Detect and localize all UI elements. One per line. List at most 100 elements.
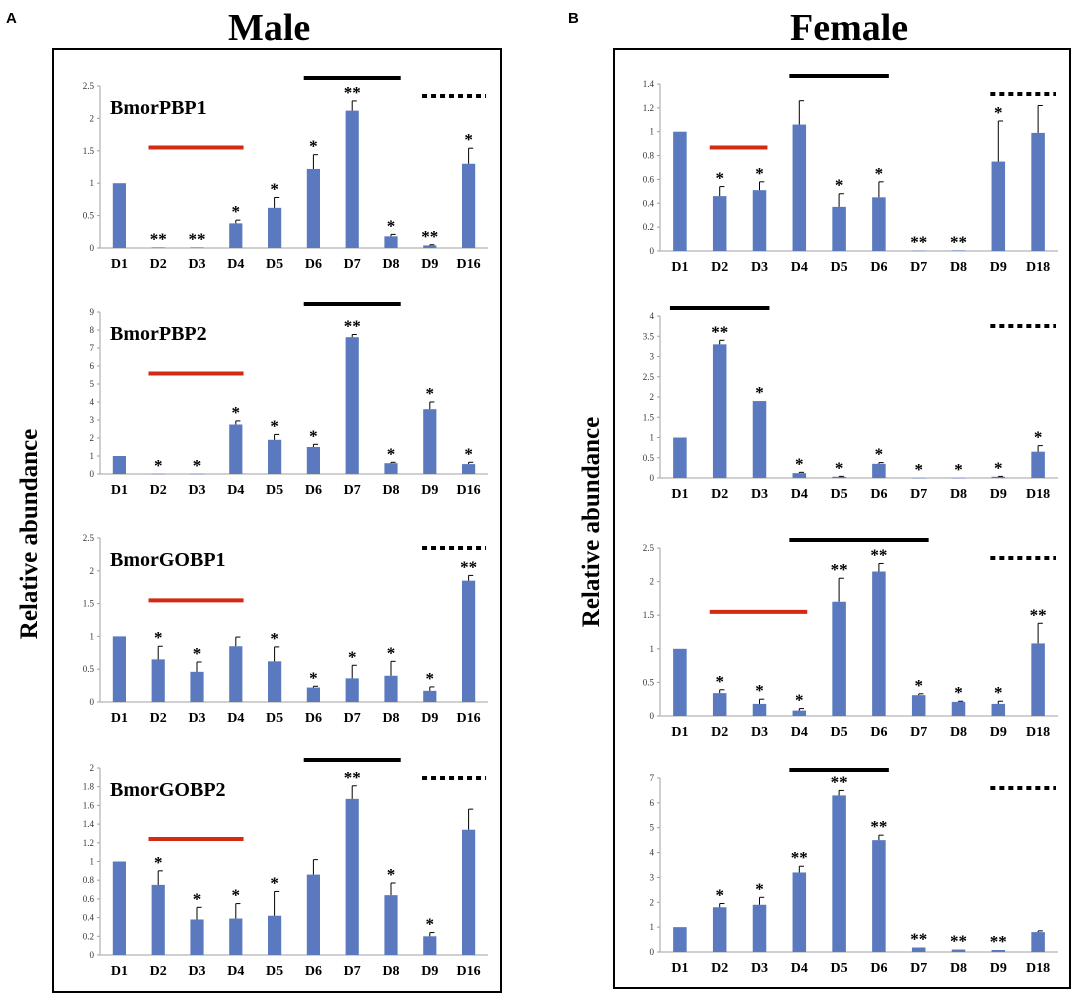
- bar-D18: [1031, 451, 1045, 478]
- bar-D18: [1031, 132, 1045, 251]
- y-tick-label: 1.5: [83, 599, 95, 609]
- y-tick-label: 3.5: [643, 331, 655, 341]
- bar-D5: [268, 439, 282, 474]
- x-tick-label-D5: D5: [831, 961, 848, 976]
- y-tick-label: 1: [650, 127, 655, 137]
- bar-D6: [872, 197, 886, 251]
- y-tick-label: 0: [650, 473, 655, 483]
- bar-D1: [112, 636, 126, 702]
- bar-D2: [151, 884, 165, 955]
- significance-marker: **: [950, 232, 967, 251]
- significance-marker: *: [755, 164, 764, 183]
- x-tick-label-D7: D7: [910, 725, 927, 740]
- male-panel-frame: [52, 48, 502, 993]
- x-tick-label-D2: D2: [711, 725, 728, 740]
- significance-marker: *: [309, 137, 318, 156]
- y-tick-label: 2.5: [643, 372, 655, 382]
- bar-D3: [190, 671, 204, 702]
- bar-D4: [792, 872, 807, 952]
- y-tick-label: 0.5: [83, 664, 95, 674]
- y-tick-label: 4: [650, 311, 655, 321]
- x-tick-label-D3: D3: [751, 961, 768, 976]
- bar-D9: [991, 476, 1006, 478]
- x-tick-label-D1: D1: [671, 487, 688, 502]
- x-tick-label-D8: D8: [382, 711, 399, 726]
- x-tick-label-D7: D7: [344, 964, 361, 979]
- bar-D5: [832, 206, 846, 251]
- significance-marker: *: [387, 865, 396, 884]
- bar-D2: [712, 196, 727, 251]
- y-tick-label: 0: [650, 246, 655, 256]
- significance-marker: *: [755, 879, 764, 898]
- bar-D5: [268, 207, 282, 248]
- y-tick-label: 0.4: [643, 198, 655, 208]
- y-tick-label: 1.2: [643, 103, 654, 113]
- bar-D1: [673, 437, 687, 478]
- x-tick-label-D6: D6: [870, 260, 887, 275]
- y-tick-label: 6: [650, 798, 655, 808]
- significance-marker: *: [994, 458, 1003, 477]
- x-tick-label-D2: D2: [150, 483, 167, 498]
- bar-D18: [1031, 643, 1045, 716]
- x-tick-label-D1: D1: [671, 260, 688, 275]
- significance-marker: *: [994, 683, 1003, 702]
- significance-marker: **: [711, 322, 728, 341]
- x-tick-label-D6: D6: [870, 487, 887, 502]
- significance-marker: **: [910, 930, 927, 949]
- y-tick-label: 0.8: [83, 875, 95, 885]
- bar-D6: [306, 447, 320, 474]
- y-tick-label: 1.4: [643, 79, 655, 89]
- significance-marker: *: [464, 130, 473, 149]
- y-tick-label: 3: [650, 352, 655, 362]
- bar-D6: [306, 168, 320, 248]
- y-tick-label: 3: [90, 415, 95, 425]
- y-tick-label: 0: [90, 243, 95, 253]
- significance-marker: *: [914, 676, 923, 695]
- x-tick-label-D3: D3: [751, 260, 768, 275]
- bar-D8: [951, 250, 966, 251]
- bar-D18: [1031, 932, 1045, 952]
- significance-marker: **: [831, 772, 848, 791]
- y-tick-label: 2: [90, 763, 95, 773]
- female-panel-frame: [613, 48, 1071, 989]
- chart-title: BmorPBP1: [110, 97, 207, 119]
- bar-D4: [792, 124, 807, 251]
- significance-marker: **: [791, 848, 808, 867]
- x-tick-label-D9: D9: [990, 961, 1007, 976]
- significance-marker: *: [270, 629, 279, 648]
- y-tick-label: 2.5: [83, 81, 95, 91]
- x-tick-label-D8: D8: [382, 257, 399, 272]
- x-tick-label-D6: D6: [305, 711, 322, 726]
- y-tick-label: 2: [650, 577, 655, 587]
- x-tick-label-D5: D5: [266, 711, 283, 726]
- y-tick-label: 1: [650, 644, 655, 654]
- y-tick-label: 2.5: [643, 543, 655, 553]
- bar-D9: [991, 950, 1006, 952]
- x-tick-label-D9: D9: [421, 964, 438, 979]
- significance-marker: *: [232, 202, 241, 221]
- x-tick-label-D7: D7: [344, 257, 361, 272]
- significance-marker: *: [426, 384, 435, 403]
- y-tick-label: 0: [90, 950, 95, 960]
- x-tick-label-D5: D5: [266, 257, 283, 272]
- x-tick-label-D4: D4: [227, 964, 244, 979]
- significance-marker: *: [795, 691, 804, 710]
- y-tick-label: 7: [90, 343, 95, 353]
- x-tick-label-D8: D8: [950, 725, 967, 740]
- x-tick-label-D6: D6: [870, 961, 887, 976]
- bar-D16: [462, 464, 476, 474]
- bar-D5: [832, 476, 846, 478]
- significance-marker: **: [1030, 605, 1047, 624]
- bar-D3: [190, 247, 204, 248]
- significance-marker: *: [1034, 428, 1043, 447]
- x-tick-label-D9: D9: [990, 260, 1007, 275]
- significance-marker: **: [950, 932, 967, 951]
- x-tick-label-D1: D1: [671, 961, 688, 976]
- x-tick-label-D6: D6: [870, 725, 887, 740]
- significance-marker: *: [715, 169, 724, 188]
- significance-marker: *: [795, 454, 804, 473]
- x-tick-label-D6: D6: [305, 964, 322, 979]
- x-tick-label-D9: D9: [990, 725, 1007, 740]
- significance-marker: *: [387, 643, 396, 662]
- x-tick-label-D2: D2: [150, 257, 167, 272]
